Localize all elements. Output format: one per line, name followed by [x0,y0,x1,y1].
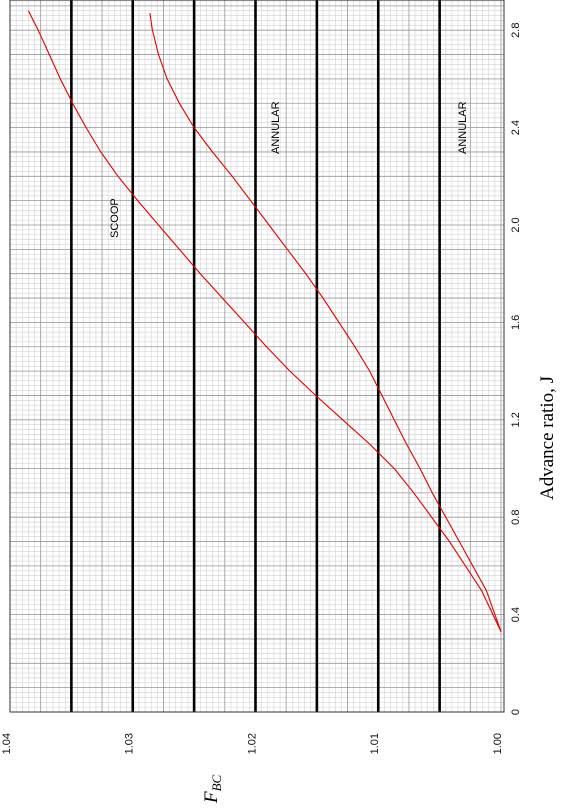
y-axis-title: FBC [201,774,224,804]
y-tick-label: 1.04 [1,733,13,754]
x-axis-title: Advance ratio, J [537,376,558,500]
x-tick-label: 0 [510,709,522,715]
y-tick-label: 1.03 [124,733,136,754]
y-tick-label: 1.00 [492,733,504,754]
x-tick-label: 2.8 [510,23,522,38]
x-tick-label: 2.0 [510,217,522,232]
series-layer [27,10,502,632]
fine-grid [9,0,504,713]
plot-frame [9,0,505,713]
series-line-scoop-0 [27,10,502,632]
anno-annular-1: ANNULAR [270,101,282,154]
x-tick-label: 2.4 [510,120,522,135]
major-grid [9,0,504,713]
heavy-gridlines [70,0,441,712]
x-tick-label: 0.4 [510,607,522,622]
y-tick-label: 1.02 [247,733,259,754]
x-tick-label: 1.2 [510,412,522,427]
tick-labels: 0 0.4 0.8 1.2 1.6 2.0 2.4 2.8 1.00 1.01 1.02 1.03 1.… [1,23,522,755]
series-line-annular-1 [149,13,502,632]
x-tick-label: 1.6 [510,315,522,330]
x-tick-label: 0.8 [510,510,522,525]
anno-scoop: SCOOP [109,198,121,238]
y-tick-label: 1.01 [369,733,381,754]
anno-annular-2: ANNULAR [457,101,469,154]
